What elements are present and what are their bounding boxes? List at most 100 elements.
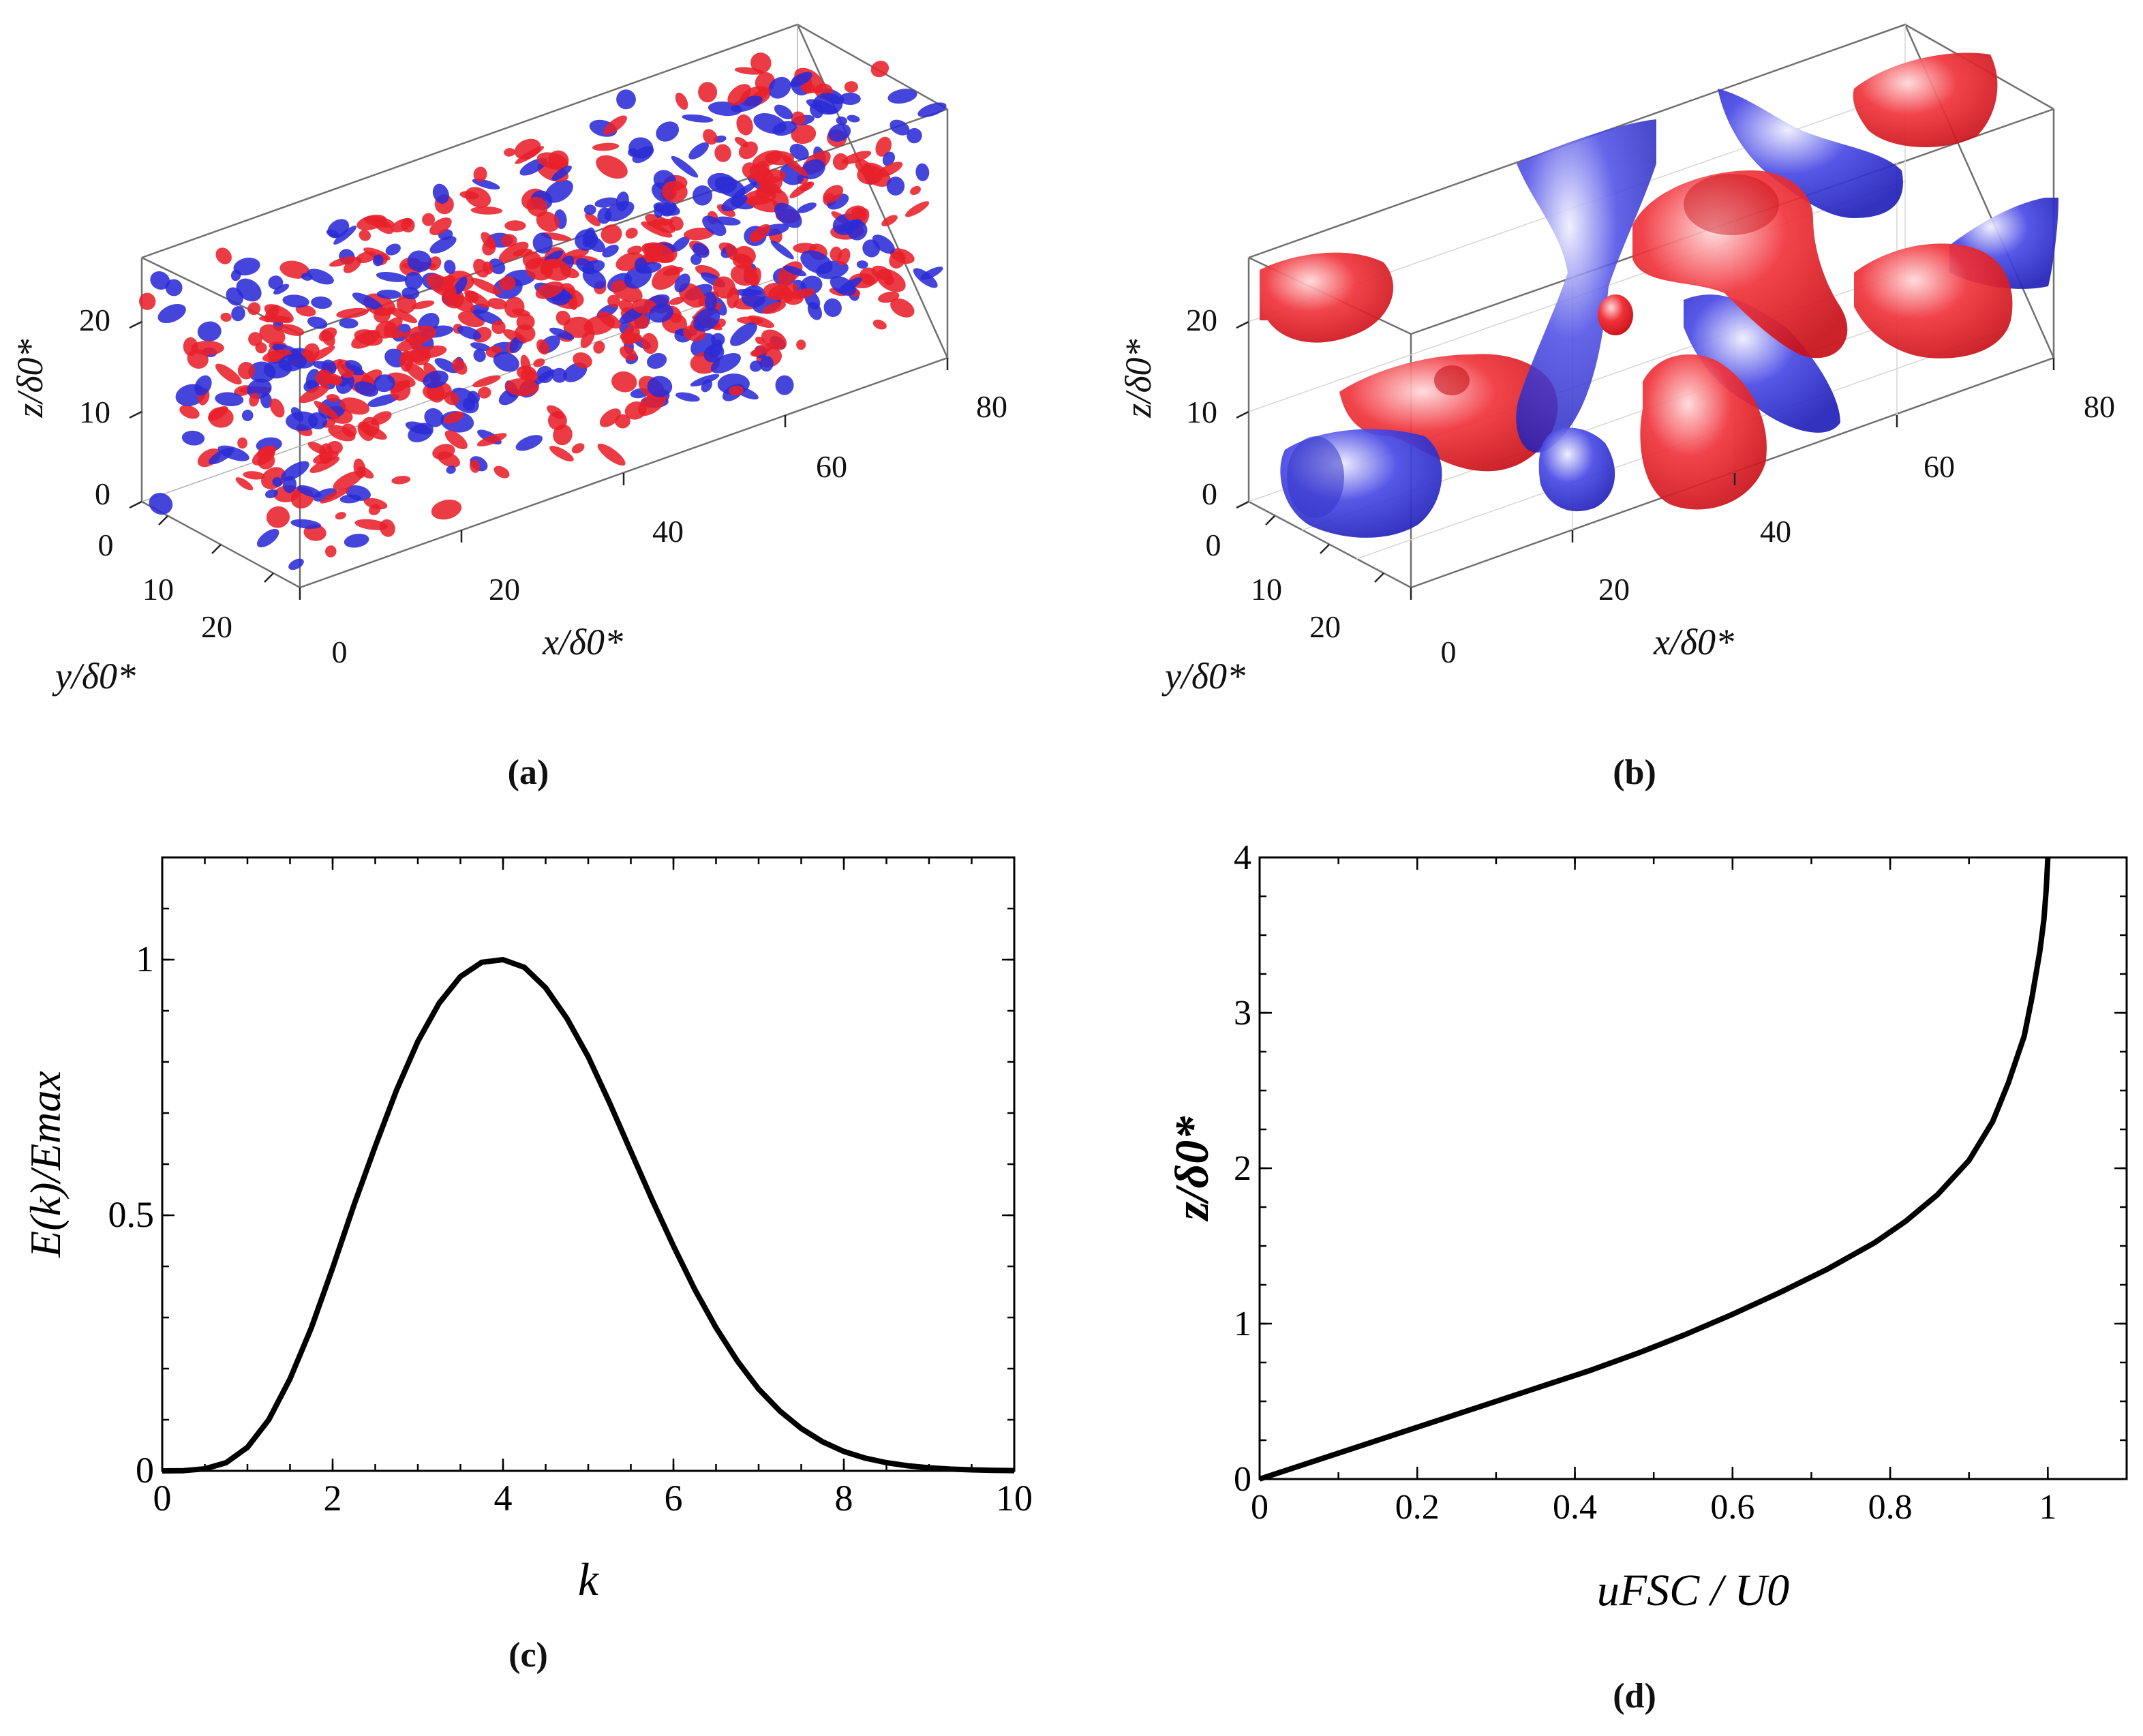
red-vortex-blob xyxy=(611,371,637,393)
red-vortex-blob xyxy=(498,241,529,262)
red-vortex-blob xyxy=(536,339,549,355)
x-axis-label-c: k xyxy=(578,1553,600,1605)
blue-vortex-blob xyxy=(774,104,793,120)
red-vortex-blob xyxy=(754,175,782,194)
panel-d: 0 0.2 0.4 0.6 0.8 1 0 1 2 3 4 uFSC / U0 z/δ0* (d) xyxy=(1166,838,2128,1716)
y-tick-label: 0 xyxy=(1234,1460,1251,1499)
red-vortex-blob xyxy=(380,519,395,537)
red-vortex-blob xyxy=(363,498,388,510)
plot-frame-d xyxy=(1258,856,2128,1480)
blue-vortex-blob xyxy=(812,93,843,115)
y-tick-label: 0.5 xyxy=(108,1194,155,1235)
y-tick-a-0: 0 xyxy=(98,528,114,562)
blue-vortex-blob xyxy=(307,316,328,329)
blue-vortex-blob xyxy=(346,485,371,501)
red-vortex-blob xyxy=(243,471,265,480)
blue-vortex-blob xyxy=(549,327,575,340)
red-vortex-blob xyxy=(573,352,592,369)
red-vortex-blob xyxy=(750,52,772,74)
x-tick-label: 0 xyxy=(153,1478,172,1519)
blue-vortex-blob xyxy=(453,277,468,296)
red-vortex-blob xyxy=(179,405,200,419)
red-vortex-blob xyxy=(870,61,890,78)
blue-vortex-blob xyxy=(647,376,673,397)
blue-vortex-blob xyxy=(682,114,714,123)
y-axis-label-c: E(k)/Emax xyxy=(21,1071,70,1258)
red-vortex-blob xyxy=(314,400,339,420)
red-vortex-blob xyxy=(237,362,255,380)
z-axis-label-a: z/δ0* xyxy=(10,339,50,418)
red-vortex-blob xyxy=(736,114,753,136)
x-tick-label: 0 xyxy=(1251,1488,1268,1527)
blue-vortex-blob xyxy=(264,489,278,498)
blue-vortex-blob xyxy=(671,155,699,178)
blue-vortex-blob xyxy=(282,294,309,308)
x-tick-b-3: 60 xyxy=(1924,449,1955,484)
blue-vortex-blob xyxy=(165,279,183,296)
blue-vortex-blob xyxy=(434,358,459,374)
red-vortex-blob xyxy=(607,294,621,308)
red-vortex-blob xyxy=(491,320,506,335)
red-vortex-blob xyxy=(249,393,260,407)
blue-vortex-blob xyxy=(545,179,573,203)
red-vortex-blob xyxy=(383,329,406,339)
red-vortex-blob xyxy=(748,315,774,329)
red-vortex-blob xyxy=(493,466,510,478)
red-vortex-blob xyxy=(361,416,380,436)
blue-vortex-blob xyxy=(432,183,449,204)
red-vortex-blob xyxy=(875,136,892,157)
blue-vortex-blob xyxy=(385,243,401,256)
blue-vortex-blob xyxy=(307,412,328,429)
red-vortex-blob xyxy=(208,407,234,428)
red-vortex-blob xyxy=(444,430,468,450)
red-vortex-blob xyxy=(187,349,209,369)
blue-vortex-blob xyxy=(708,172,737,194)
red-vortex-blob xyxy=(257,445,277,459)
blue-vortex-blob xyxy=(194,375,212,396)
red-vortex-blob xyxy=(580,329,595,348)
z-tick-b-1: 10 xyxy=(1186,395,1217,429)
red-vortex-blob xyxy=(881,215,898,227)
blue-vortex-blob xyxy=(675,392,700,402)
red-vortex-blob xyxy=(620,331,643,344)
blue-vortex-blob xyxy=(551,367,567,383)
ticks-d xyxy=(1258,856,2128,1480)
red-tube-b-5 xyxy=(1854,243,2013,359)
z-tick-b-0: 0 xyxy=(1202,476,1217,511)
red-vortex-blob xyxy=(549,446,574,462)
y-tick-b-0: 0 xyxy=(1206,528,1221,562)
y-tick-label: 1 xyxy=(136,939,154,979)
blue-vortex-blob xyxy=(256,528,279,548)
red-vortex-blob xyxy=(540,258,571,281)
z-tick-b-2: 20 xyxy=(1186,303,1217,337)
red-vortex-blob xyxy=(800,181,815,192)
red-vortex-blob xyxy=(585,213,601,226)
blue-vortex-blob xyxy=(797,202,817,213)
x-axis-label-b: x/δ0* xyxy=(1653,622,1734,663)
red-vortex-blob xyxy=(712,276,736,299)
red-vortex-blob xyxy=(339,397,370,415)
red-vortex-blob xyxy=(823,185,844,203)
z-tick-a-1: 10 xyxy=(79,395,110,429)
caption-a: (a) xyxy=(508,753,549,792)
blue-vortex-blob xyxy=(372,254,384,267)
blue-tube-b-3 xyxy=(1718,89,1903,218)
blue-vortex-blob xyxy=(692,243,710,258)
x-tick-b-4: 80 xyxy=(2084,389,2115,424)
blue-vortex-blob xyxy=(157,303,186,324)
x-tick-a-1: 20 xyxy=(489,572,520,607)
blue-vortex-blob xyxy=(692,185,713,206)
x-tick-b-0: 0 xyxy=(1441,635,1457,669)
blue-vortex-blob xyxy=(290,407,304,422)
red-vortex-blob xyxy=(647,218,674,227)
red-vortex-blob xyxy=(487,298,508,309)
blue-vortex-blob xyxy=(782,265,807,277)
axis-ticks-a xyxy=(129,320,949,600)
blue-vortex-blob xyxy=(444,260,456,274)
blue-vortex-blob xyxy=(616,89,636,110)
red-vortex-blob xyxy=(255,342,267,354)
blue-vortex-blob xyxy=(917,102,947,118)
red-vortex-blob xyxy=(373,307,391,323)
red-vortex-blob xyxy=(429,217,452,236)
red-vortex-blob xyxy=(603,115,627,135)
